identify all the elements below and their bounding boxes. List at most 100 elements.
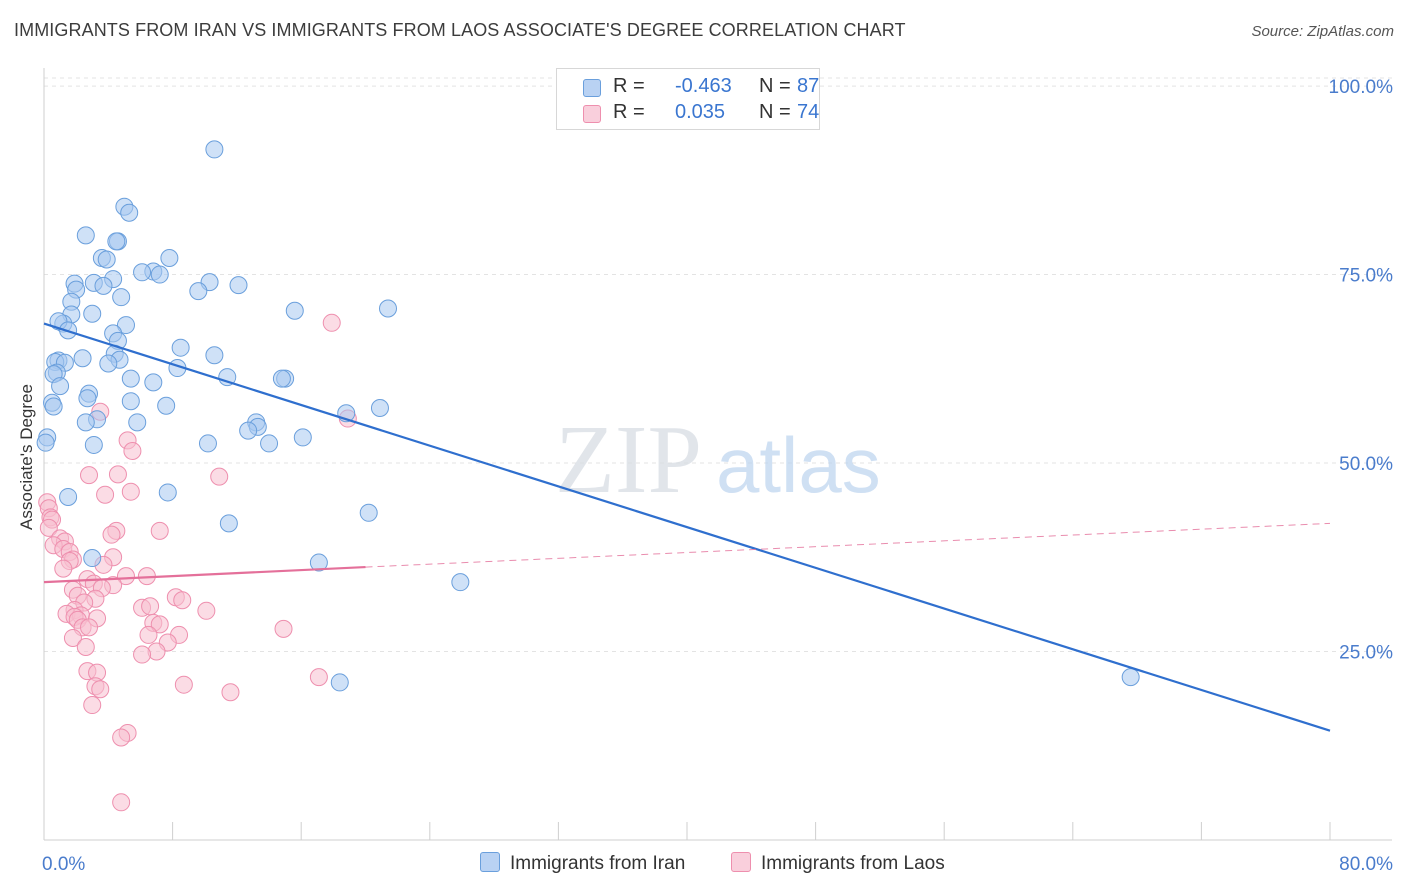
iran-point [94, 276, 113, 295]
trend-layer [43, 322, 1331, 732]
iran-point [51, 377, 70, 396]
laos-point [80, 618, 99, 637]
bottom-legend-swatch-laos [731, 852, 751, 872]
iran-point [128, 413, 147, 432]
x-tick-label: 80.0% [1339, 854, 1393, 875]
laos-point [39, 518, 58, 537]
laos-point [141, 597, 160, 616]
bottom-legend-label-laos: Immigrants from Laos [761, 853, 945, 874]
laos-point [309, 668, 328, 687]
laos-point [123, 441, 142, 460]
laos-point [112, 728, 131, 747]
chart-title: IMMIGRANTS FROM IRAN VS IMMIGRANTS FROM … [14, 20, 906, 40]
trend-line-iran [43, 322, 1331, 732]
bottom-legend-laos: Immigrants from Laos [731, 852, 945, 875]
iran-point [116, 316, 135, 335]
iran-point [239, 421, 258, 440]
bottom-legend-swatch-iran [480, 852, 500, 872]
iran-point [379, 299, 398, 318]
trend-line-laos-extension [365, 522, 1331, 568]
iran-point [83, 549, 102, 568]
iran-point [359, 503, 378, 522]
iran-point [78, 389, 97, 408]
laos-point [133, 645, 152, 664]
tick-label-layer: 25.0% 50.0% 75.0% 100.0% 0.0% 80.0% [42, 77, 1393, 875]
laos-point [102, 525, 121, 544]
iran-point [121, 369, 140, 388]
legend-swatch-iran [583, 79, 601, 97]
iran-point [107, 232, 126, 251]
iran-point [99, 354, 118, 373]
iran-point [229, 276, 248, 295]
iran-point [205, 140, 224, 159]
laos-point [63, 628, 82, 647]
laos-point [173, 591, 192, 610]
legend-r-label: R = [613, 75, 645, 97]
legend-swatch-laos [583, 105, 601, 123]
series-iran-points [36, 140, 1140, 692]
legend-n-label: N = [759, 101, 791, 123]
laos-point [221, 683, 240, 702]
iran-point [285, 301, 304, 320]
iran-point [97, 250, 116, 269]
iran-point [44, 397, 63, 416]
iran-point [76, 226, 95, 245]
axis-layer [43, 68, 1392, 841]
iran-point [205, 346, 224, 365]
laos-point [76, 637, 95, 656]
iran-point [36, 433, 55, 452]
iran-point [84, 435, 103, 454]
iran-point [189, 282, 208, 301]
iran-point [1121, 668, 1140, 687]
legend-n-value: 74 [797, 101, 820, 123]
iran-point [272, 369, 291, 388]
laos-point [112, 793, 131, 812]
iran-point [120, 203, 139, 222]
iran-point [171, 338, 190, 357]
y-tick-label: 100.0% [1329, 77, 1394, 98]
legend-n-value: 87 [797, 75, 820, 97]
laos-point [322, 313, 341, 332]
laos-point [197, 601, 216, 620]
bottom-legend-label-iran: Immigrants from Iran [510, 853, 686, 874]
correlation-legend: R = -0.463 N = 87 R = 0.035 N = 74 [556, 68, 820, 130]
iran-point [144, 373, 163, 392]
y-tick-label: 75.0% [1339, 266, 1393, 287]
laos-point [91, 680, 110, 699]
laos-point [150, 521, 169, 540]
iran-point [309, 553, 328, 572]
iran-point [158, 483, 177, 502]
iran-point [133, 263, 152, 282]
iran-point [198, 434, 217, 453]
iran-point [83, 304, 102, 323]
y-tick-label: 25.0% [1339, 643, 1393, 664]
series-laos-points [38, 313, 357, 812]
laos-point [80, 466, 99, 485]
iran-point [112, 288, 131, 307]
laos-point [274, 619, 293, 638]
legend-r-value: 0.035 [675, 101, 726, 123]
iran-point [76, 413, 95, 432]
laos-point [174, 675, 193, 694]
grid-layer [44, 77, 1392, 653]
laos-point [150, 615, 169, 634]
iran-point [330, 673, 349, 692]
iran-point [219, 514, 238, 533]
legend-n-label: N = [759, 75, 791, 97]
iran-point [370, 399, 389, 418]
iran-point [73, 349, 92, 368]
watermark-atlas: atlas [716, 421, 881, 509]
laos-point [96, 485, 115, 504]
watermark-zip: ZIP [555, 406, 702, 514]
source-label: Source: ZipAtlas.com [1251, 23, 1394, 40]
iran-point [59, 487, 78, 506]
iran-point [451, 573, 470, 592]
laos-point [139, 625, 158, 644]
laos-point [116, 567, 135, 586]
iran-point [150, 265, 169, 284]
iran-point [121, 392, 140, 411]
iran-point [293, 428, 312, 447]
iran-point [260, 434, 279, 453]
y-axis-label: Associate's Degree [17, 384, 36, 530]
laos-point [210, 467, 229, 486]
